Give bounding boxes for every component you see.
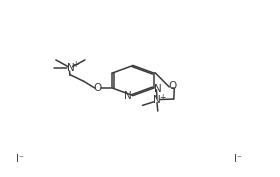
Text: N: N [67, 63, 74, 73]
Text: O: O [94, 83, 102, 93]
Text: N: N [124, 91, 132, 101]
Text: +: + [72, 60, 79, 69]
Text: +: + [159, 93, 165, 102]
Text: O: O [168, 81, 176, 91]
Text: N: N [153, 95, 160, 105]
Text: I⁻: I⁻ [16, 154, 24, 164]
Text: N: N [155, 84, 162, 94]
Text: I⁻: I⁻ [234, 154, 242, 164]
